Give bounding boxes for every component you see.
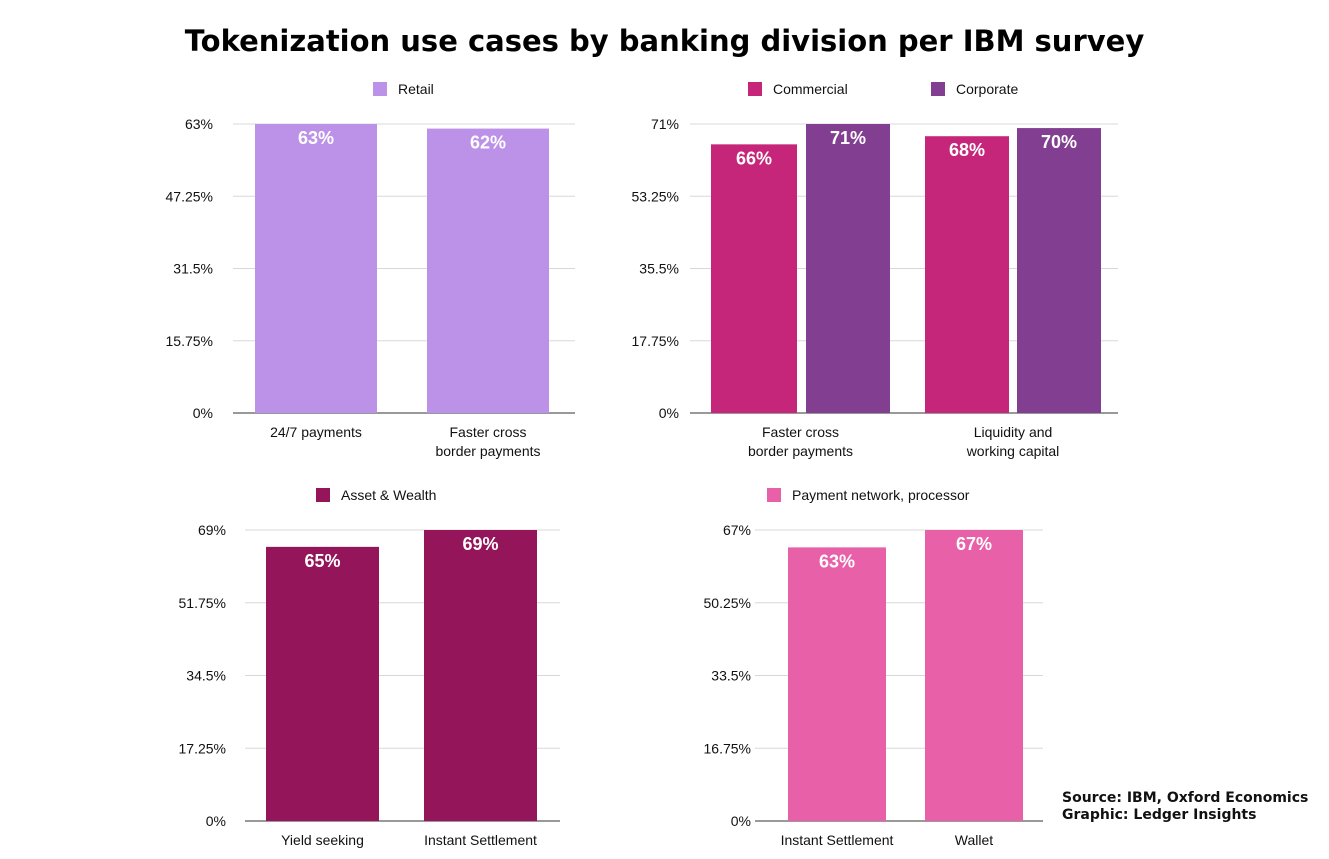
x-tick-label: Instant Settlement [781, 832, 894, 848]
y-tick-label: 51.75% [179, 595, 226, 611]
y-tick-label: 0% [731, 813, 751, 829]
y-tick-label: 16.75% [704, 740, 751, 756]
bar [806, 124, 890, 413]
credit-text: Graphic: Ledger Insights [1062, 807, 1257, 823]
bar [424, 530, 537, 821]
data-label: 71% [830, 128, 866, 148]
legend-swatch [748, 82, 762, 96]
bar [925, 136, 1009, 413]
x-tick-label: Wallet [955, 832, 993, 848]
legend-swatch [931, 82, 945, 96]
x-tick-label: working capital [966, 443, 1060, 459]
data-label: 63% [819, 551, 855, 571]
y-tick-label: 15.75% [166, 333, 213, 349]
x-tick-label: Faster cross [449, 424, 526, 440]
legend-swatch [316, 488, 330, 502]
x-tick-label: 24/7 payments [270, 424, 362, 440]
y-tick-label: 0% [193, 405, 213, 421]
y-tick-label: 67% [723, 522, 751, 538]
y-tick-label: 47.25% [166, 188, 213, 204]
bar [925, 530, 1023, 821]
legend-label: Payment network, processor [792, 487, 970, 503]
source-note: Source: IBM, Oxford Economics Graphic: L… [1062, 790, 1308, 824]
data-label: 68% [949, 140, 985, 160]
data-label: 67% [956, 534, 992, 554]
data-label: 70% [1041, 132, 1077, 152]
x-tick-label: Instant Settlement [424, 832, 537, 848]
y-tick-label: 0% [659, 405, 679, 421]
x-tick-label: border payments [435, 443, 540, 459]
y-tick-label: 71% [651, 116, 679, 132]
data-label: 69% [462, 534, 498, 554]
x-tick-label: Liquidity and [974, 424, 1053, 440]
data-label: 66% [736, 148, 772, 168]
y-tick-label: 35.5% [639, 261, 679, 277]
y-tick-label: 34.5% [186, 668, 226, 684]
data-label: 63% [298, 128, 334, 148]
chart-title: Tokenization use cases by banking divisi… [184, 24, 1145, 58]
y-tick-label: 50.25% [704, 595, 751, 611]
y-tick-label: 69% [198, 522, 226, 538]
source-text: Source: IBM, Oxford Economics [1062, 790, 1309, 806]
legend-swatch [767, 488, 781, 502]
y-tick-label: 17.75% [632, 333, 679, 349]
x-tick-label: Faster cross [762, 424, 839, 440]
y-tick-label: 33.5% [711, 668, 751, 684]
x-tick-label: border payments [748, 443, 853, 459]
legend-label: Corporate [956, 81, 1018, 97]
y-tick-label: 63% [185, 116, 213, 132]
bar [711, 144, 797, 413]
bar [1017, 128, 1101, 413]
y-tick-label: 53.25% [632, 188, 679, 204]
bar [427, 128, 549, 414]
legend-label: Asset & Wealth [341, 487, 436, 503]
x-tick-label: Yield seeking [281, 832, 364, 848]
bar [255, 124, 377, 413]
bar [788, 547, 886, 821]
y-tick-label: 31.5% [173, 261, 213, 277]
bar [266, 546, 379, 821]
data-label: 62% [470, 133, 506, 153]
y-tick-label: 0% [206, 813, 226, 829]
data-label: 65% [304, 551, 340, 571]
legend-label: Retail [398, 81, 434, 97]
legend-label: Commercial [773, 81, 848, 97]
legend-swatch [373, 82, 387, 96]
y-tick-label: 17.25% [179, 740, 226, 756]
